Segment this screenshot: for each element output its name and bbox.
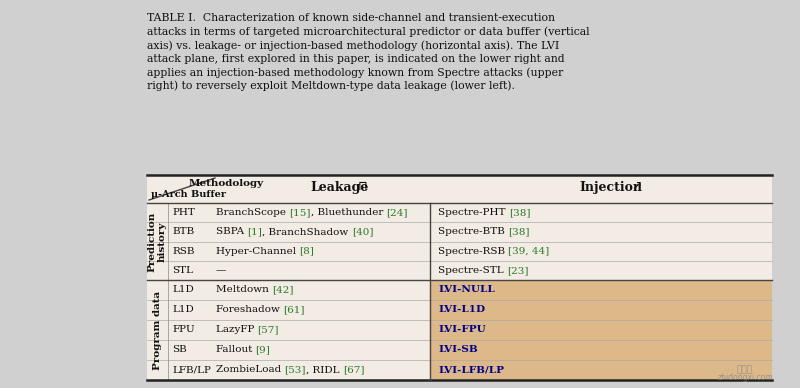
Text: [38]: [38] (508, 227, 530, 236)
Text: FPU: FPU (172, 326, 194, 334)
Text: —: — (216, 266, 226, 275)
Text: [1]: [1] (247, 227, 262, 236)
Text: STL: STL (172, 266, 193, 275)
Text: Fallout: Fallout (216, 345, 256, 355)
Text: [15]: [15] (290, 208, 310, 217)
Text: LFB/LP: LFB/LP (172, 365, 211, 374)
Text: [24]: [24] (386, 208, 408, 217)
Text: [42]: [42] (272, 286, 294, 294)
Text: [8]: [8] (299, 247, 314, 256)
Text: Spectre-RSB: Spectre-RSB (438, 247, 508, 256)
Text: [23]: [23] (507, 266, 528, 275)
Text: TABLE I.  Characterization of known side-channel and transient-execution: TABLE I. Characterization of known side-… (147, 13, 555, 23)
Text: Foreshadow: Foreshadow (216, 305, 283, 315)
Bar (430, 280, 772, 380)
Text: , RIDL: , RIDL (306, 365, 342, 374)
Text: [39, 44]: [39, 44] (508, 247, 550, 256)
Text: LVI-FPU: LVI-FPU (438, 326, 486, 334)
Text: Program data: Program data (153, 291, 162, 369)
Text: [61]: [61] (283, 305, 305, 315)
Text: ⊓: ⊓ (358, 180, 368, 192)
Text: LVI-SB: LVI-SB (438, 345, 478, 355)
Text: right) to reversely exploit Meltdown-type data leakage (lower left).: right) to reversely exploit Meltdown-typ… (147, 80, 515, 91)
Text: Spectre-BTB: Spectre-BTB (438, 227, 508, 236)
Text: LVI-L1D: LVI-L1D (438, 305, 485, 315)
Text: Leakage: Leakage (310, 182, 368, 194)
Text: , BranchShadow: , BranchShadow (262, 227, 352, 236)
Text: ZombieLoad: ZombieLoad (216, 365, 285, 374)
Text: [40]: [40] (352, 227, 374, 236)
Text: LVI-LFB/LP: LVI-LFB/LP (438, 365, 504, 374)
Text: BranchScope: BranchScope (216, 208, 290, 217)
Text: axis) vs. leakage- or injection-based methodology (horizontal axis). The LVI: axis) vs. leakage- or injection-based me… (147, 40, 559, 50)
Text: [53]: [53] (285, 365, 306, 374)
Text: BTB: BTB (172, 227, 194, 236)
Text: Meltdown: Meltdown (216, 286, 272, 294)
Text: PHT: PHT (172, 208, 195, 217)
Text: attacks in terms of targeted microarchitectural predictor or data buffer (vertic: attacks in terms of targeted microarchit… (147, 26, 590, 37)
Text: ↗: ↗ (631, 180, 642, 192)
Text: L1D: L1D (172, 286, 194, 294)
Text: 智东虔: 智东虔 (737, 365, 753, 374)
Text: applies an injection-based methodology known from Spectre attacks (upper: applies an injection-based methodology k… (147, 67, 563, 78)
Text: [38]: [38] (509, 208, 530, 217)
Text: μ-Arch Buffer: μ-Arch Buffer (151, 190, 226, 199)
Text: SBPA: SBPA (216, 227, 247, 236)
Text: LazyFP: LazyFP (216, 326, 258, 334)
Text: [9]: [9] (256, 345, 270, 355)
Text: Hyper-Channel: Hyper-Channel (216, 247, 299, 256)
Text: Spectre-PHT: Spectre-PHT (438, 208, 509, 217)
Text: Methodology: Methodology (189, 179, 264, 188)
Text: L1D: L1D (172, 305, 194, 315)
Text: attack plane, first explored in this paper, is indicated on the lower right and: attack plane, first explored in this pap… (147, 54, 565, 64)
Text: RSB: RSB (172, 247, 194, 256)
Text: Injection: Injection (579, 182, 642, 194)
Text: , Bluethunder: , Bluethunder (310, 208, 386, 217)
Bar (147, 175, 772, 380)
Text: zhidongxi.com: zhidongxi.com (717, 372, 773, 381)
Text: [67]: [67] (342, 365, 364, 374)
Text: Spectre-STL: Spectre-STL (438, 266, 507, 275)
Text: Prediction
history: Prediction history (147, 211, 166, 272)
Text: [57]: [57] (258, 326, 279, 334)
Text: SB: SB (172, 345, 186, 355)
Text: LVI-NULL: LVI-NULL (438, 286, 494, 294)
